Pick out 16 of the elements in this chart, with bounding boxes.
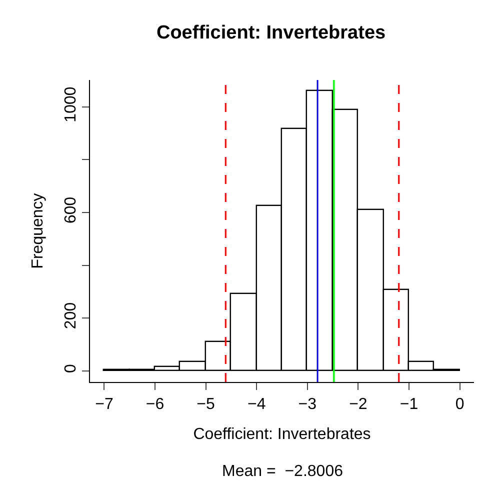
x-tick-label: −2 [349,396,368,414]
x-tick-label: −3 [298,396,317,414]
text: Mean = −2.8006 [222,463,344,480]
chart-title: Coefficient: Invertebrates [156,22,386,44]
y-axis-title: Frequency [30,193,46,269]
x-tick-label: −4 [247,396,266,414]
x-tick-label: −1 [400,396,418,414]
x-axis-title: Coefficient: Invertebrates [193,426,371,443]
y-tick-label: 1000 [62,86,80,122]
x-tick-label: −6 [146,396,164,414]
x-tick-label: 0 [455,396,464,414]
y-tick-label: 600 [62,196,80,224]
y-tick-label: 0 [62,364,80,373]
x-tick-label: −5 [196,396,216,414]
x-tick-label: −7 [95,396,114,414]
y-tick-label: 200 [62,302,80,330]
